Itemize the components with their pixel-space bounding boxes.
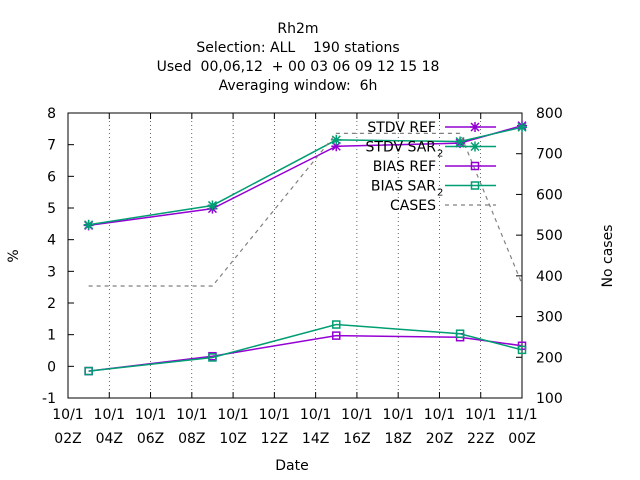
series-cases (88, 132, 523, 287)
data-point (331, 141, 342, 152)
title-line: Rh2m (277, 21, 318, 37)
y-tick-label: 4 (47, 233, 56, 249)
x-tick-label: 11/1 (506, 407, 537, 423)
grid (108, 113, 482, 398)
y2-tick-label: 700 (536, 147, 563, 163)
y2-tick-label: 100 (536, 391, 563, 407)
x-tick-label: 10/1 (259, 407, 290, 423)
title-line: Selection: ALL 190 stations (196, 40, 399, 56)
x-tick-label: 00Z (508, 431, 535, 447)
legend-marker (470, 181, 480, 190)
x-tick-label: 10/1 (300, 407, 331, 423)
legend-marker (470, 141, 480, 152)
data-point (332, 320, 341, 329)
legend-label: STDV SAR (366, 140, 437, 156)
y-tick-label: 1 (47, 328, 56, 344)
y-axis: -1 0 1 2 3 4 5 6 7 8 (42, 106, 74, 407)
x-tick-label: 10/1 (52, 407, 83, 423)
series-stdv-sar-2 (83, 122, 527, 230)
x-axis-label: Date (275, 458, 308, 474)
legend-marker (470, 161, 480, 171)
series-line (88, 132, 523, 287)
legend-label-subscript: 2 (437, 188, 443, 199)
data-point (84, 366, 93, 376)
y2-tick-label: 600 (536, 187, 563, 203)
y2-tick-label: 800 (536, 106, 563, 122)
x-tick-label: 16Z (343, 431, 370, 447)
y-tick-label: 0 (47, 359, 56, 375)
y2-tick-label: 200 (536, 350, 563, 366)
y2-tick-label: 400 (536, 269, 563, 285)
plot-frame (67, 112, 523, 399)
x-tick-label: 04Z (96, 431, 123, 447)
y-axis-label: % (6, 249, 22, 262)
y-tick-label: 2 (47, 296, 56, 312)
series-bias-ref (84, 331, 527, 376)
data-point (207, 200, 218, 211)
x-tick-label: 10/1 (341, 407, 372, 423)
x-tick-label: 18Z (384, 431, 411, 447)
x-axis: 10/1 02Z 10/1 04Z 10/1 06Z 10/1 08Z 10/1 10Z 10/1 1… (52, 113, 538, 447)
data-point (455, 329, 465, 338)
y-tick-label: -1 (42, 391, 56, 407)
x-tick-label: 06Z (137, 431, 164, 447)
data-point (517, 345, 527, 355)
y-tick-label: 6 (47, 169, 56, 185)
y2-axis: 100 200 300 400 500 600 700 800 (516, 106, 563, 407)
x-tick-label: 10/1 (135, 407, 166, 423)
legend-label: BIAS REF (373, 159, 436, 175)
y2-axis-label: No cases (600, 225, 616, 288)
chart-title: Rh2m Selection: ALL 190 stations Used 00,0… (157, 21, 440, 94)
data-point (208, 353, 217, 362)
data-point (331, 134, 342, 145)
x-tick-label: 10/1 (424, 407, 455, 423)
y-tick-label: 8 (47, 106, 56, 122)
legend-marker (470, 122, 480, 132)
x-tick-label: 02Z (54, 431, 81, 447)
series-bias-sar-2 (84, 320, 527, 376)
data-point (517, 122, 527, 133)
y-tick-label: 3 (47, 264, 56, 280)
data-point (332, 331, 341, 340)
x-tick-label: 10/1 (382, 407, 413, 423)
x-tick-label: 12Z (261, 431, 288, 447)
data-point (83, 219, 94, 230)
series-line (88, 334, 523, 372)
x-tick-label: 10/1 (94, 407, 125, 423)
series-layer (83, 120, 527, 376)
y2-tick-label: 300 (536, 310, 563, 326)
x-tick-label: 10/1 (176, 407, 207, 423)
x-tick-label: 10Z (219, 431, 246, 447)
y-tick-label: 7 (47, 138, 56, 154)
x-tick-label: 22Z (467, 431, 494, 447)
legend-label: BIAS SAR (371, 179, 436, 195)
y2-tick-label: 500 (536, 228, 563, 244)
y-tick-label: 5 (47, 201, 56, 217)
legend-label: CASES (390, 198, 436, 214)
title-line: Averaging window: 6h (219, 78, 378, 94)
x-tick-label: 20Z (426, 431, 453, 447)
legend-label: STDV REF (367, 120, 436, 136)
title-line: Used 00,06,12 + 00 03 06 09 12 15 18 (157, 59, 440, 75)
x-tick-label: 10/1 (465, 407, 496, 423)
series-line (88, 323, 523, 372)
x-tick-label: 10/1 (217, 407, 248, 423)
x-tick-label: 14Z (302, 431, 329, 447)
x-tick-label: 08Z (178, 431, 205, 447)
data-point (455, 136, 466, 147)
legend-label-subscript: 2 (437, 149, 443, 160)
